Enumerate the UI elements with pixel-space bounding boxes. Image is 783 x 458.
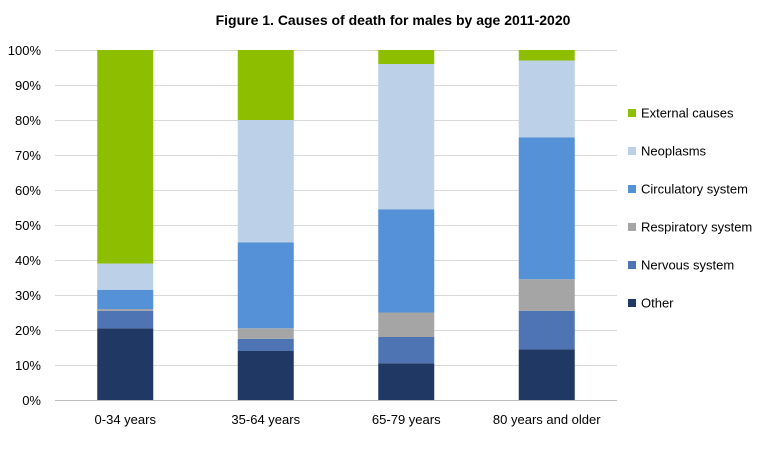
legend-label: Nervous system bbox=[641, 258, 734, 273]
legend-swatch bbox=[628, 261, 636, 269]
bar-external-causes-35-64-years bbox=[237, 50, 294, 120]
x-tick-label: 0-34 years bbox=[95, 412, 157, 427]
legend-item-nervous-system: Nervous system bbox=[628, 258, 734, 273]
bar-respiratory-system-35-64-years bbox=[237, 328, 294, 339]
bar-nervous-system-0-34-years bbox=[97, 310, 154, 329]
bar-external-causes-0-34-years bbox=[97, 50, 154, 264]
bar-respiratory-system-0-34-years bbox=[97, 309, 154, 311]
y-tick-label: 40% bbox=[15, 253, 41, 268]
legend-item-neoplasms: Neoplasms bbox=[628, 144, 707, 159]
legend-label: Other bbox=[641, 296, 674, 311]
bar-neoplasms-0-34-years bbox=[97, 263, 154, 290]
legend-swatch bbox=[628, 109, 636, 117]
legend-swatch bbox=[628, 185, 636, 193]
bar-neoplasms-80-years-and-older bbox=[518, 60, 575, 138]
bar-nervous-system-65-79-years bbox=[378, 337, 435, 364]
x-tick-label: 35-64 years bbox=[231, 412, 300, 427]
x-tick-label: 65-79 years bbox=[372, 412, 441, 427]
bar-circulatory-system-65-79-years bbox=[378, 209, 435, 313]
legend-swatch bbox=[628, 147, 636, 155]
legend-item-circulatory-system: Circulatory system bbox=[628, 182, 748, 197]
legend-label: External causes bbox=[641, 106, 734, 121]
y-tick-label: 80% bbox=[15, 113, 41, 128]
bar-nervous-system-35-64-years bbox=[237, 338, 294, 351]
bar-other-80-years-and-older bbox=[518, 349, 575, 400]
y-tick-label: 50% bbox=[15, 218, 41, 233]
bar-neoplasms-35-64-years bbox=[237, 120, 294, 243]
axis-layer: 0% 10% 20% 30% 40% 50% 60% 70% 80% 90% 100% 0-34 ye… bbox=[8, 43, 617, 427]
bar-external-causes-80-years-and-older bbox=[518, 50, 575, 61]
bar-neoplasms-65-79-years bbox=[378, 64, 435, 210]
chart-title: Figure 1. Causes of death for males by a… bbox=[216, 12, 571, 28]
bar-circulatory-system-35-64-years bbox=[237, 242, 294, 329]
bar-respiratory-system-80-years-and-older bbox=[518, 279, 575, 311]
y-tick-label: 20% bbox=[15, 323, 41, 338]
bar-respiratory-system-65-79-years bbox=[378, 312, 435, 337]
y-tick-label: 0% bbox=[22, 393, 41, 408]
legend-label: Circulatory system bbox=[641, 182, 748, 197]
bar-nervous-system-80-years-and-older bbox=[518, 310, 575, 350]
bar-other-0-34-years bbox=[97, 328, 154, 400]
y-tick-label: 100% bbox=[8, 43, 42, 58]
bar-other-35-64-years bbox=[237, 351, 294, 400]
legend-swatch bbox=[628, 299, 636, 307]
bars-layer bbox=[97, 50, 575, 400]
y-tick-label: 90% bbox=[15, 78, 41, 93]
x-tick-label: 80 years and older bbox=[493, 412, 601, 427]
bar-external-causes-65-79-years bbox=[378, 50, 435, 64]
legend-label: Neoplasms bbox=[641, 144, 707, 159]
legend-item-other: Other bbox=[628, 296, 674, 311]
bar-other-65-79-years bbox=[378, 363, 435, 400]
y-tick-label: 60% bbox=[15, 183, 41, 198]
y-tick-label: 30% bbox=[15, 288, 41, 303]
bar-circulatory-system-80-years-and-older bbox=[518, 137, 575, 280]
legend-swatch bbox=[628, 223, 636, 231]
y-tick-label: 70% bbox=[15, 148, 41, 163]
bar-circulatory-system-0-34-years bbox=[97, 289, 154, 309]
legend-item-respiratory-system: Respiratory system bbox=[628, 220, 752, 235]
y-tick-label: 10% bbox=[15, 358, 41, 373]
legend-item-external-causes: External causes bbox=[628, 106, 734, 121]
legend-label: Respiratory system bbox=[641, 220, 752, 235]
legend: External causes Neoplasms Circulatory syst… bbox=[628, 106, 752, 311]
